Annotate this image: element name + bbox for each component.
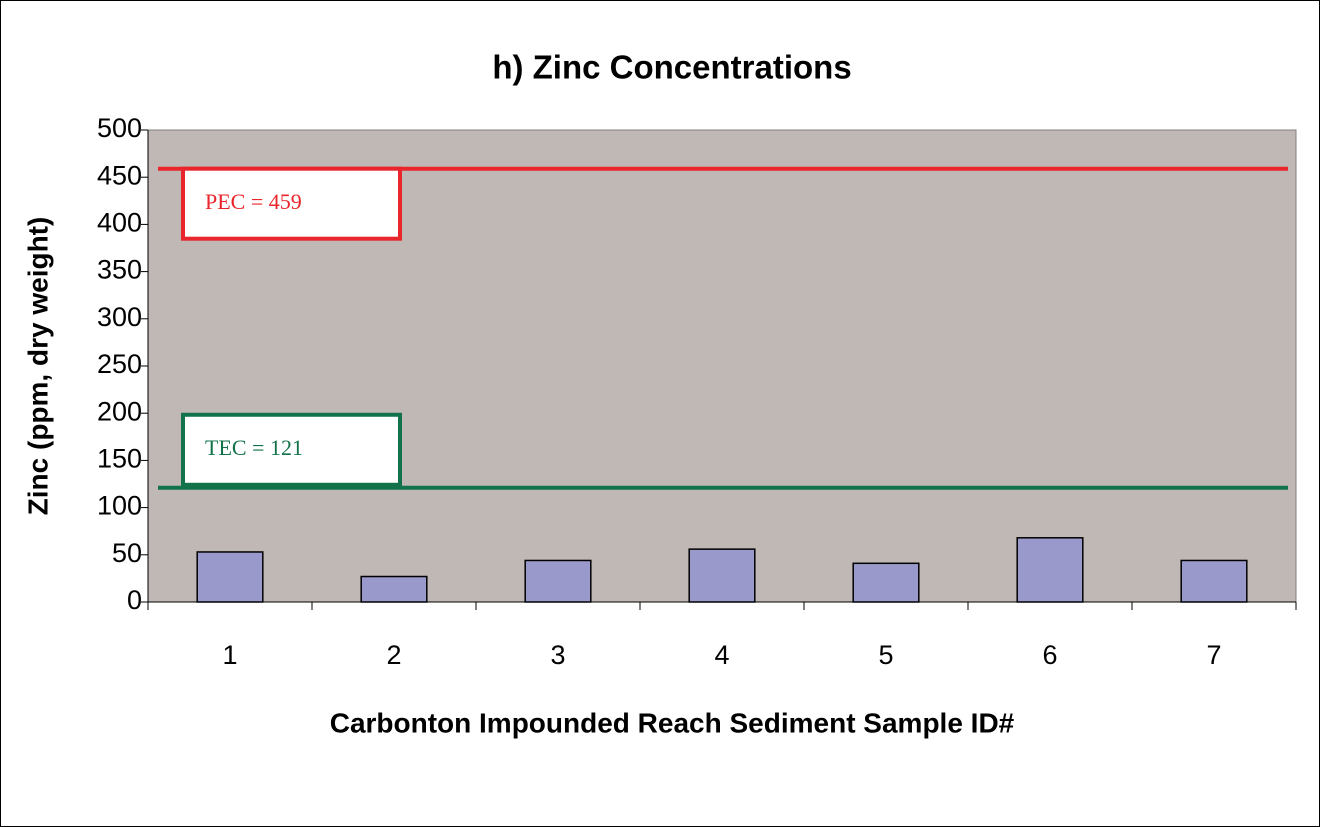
bar xyxy=(196,551,264,603)
y-tick-label: 150 xyxy=(97,444,142,474)
bar xyxy=(1180,559,1248,603)
x-tick-label: 7 xyxy=(1206,640,1221,670)
x-tick-label: 6 xyxy=(1042,640,1057,670)
reference-label-box xyxy=(181,166,402,241)
y-tick-label: 100 xyxy=(97,491,142,521)
y-tick-label: 200 xyxy=(97,396,142,426)
x-tick-label: 1 xyxy=(222,640,237,670)
x-tick-label: 5 xyxy=(878,640,893,670)
bar xyxy=(1016,537,1084,603)
reference-label-box xyxy=(181,412,402,487)
y-tick-label: 0 xyxy=(127,585,142,615)
x-axis-label: Carbonton Impounded Reach Sediment Sampl… xyxy=(330,707,1015,738)
bar xyxy=(852,562,920,603)
chart-title: h) Zinc Concentrations xyxy=(492,49,851,86)
bar xyxy=(688,548,756,603)
bar xyxy=(524,559,592,603)
x-tick-label: 4 xyxy=(714,640,729,670)
y-tick-label: 300 xyxy=(97,302,142,332)
y-axis-label: Zinc (ppm, dry weight) xyxy=(22,217,53,516)
y-tick-label: 350 xyxy=(97,255,142,285)
y-tick-label: 500 xyxy=(97,113,142,143)
x-tick-label: 3 xyxy=(550,640,565,670)
x-tick-label: 2 xyxy=(386,640,401,670)
reference-label: PEC = 459 xyxy=(205,189,302,214)
y-tick-label: 50 xyxy=(112,538,142,568)
bar xyxy=(360,575,428,603)
y-tick-label: 250 xyxy=(97,349,142,379)
y-tick-label: 400 xyxy=(97,208,142,238)
reference-label: TEC = 121 xyxy=(205,435,303,460)
y-tick-label: 450 xyxy=(97,160,142,190)
